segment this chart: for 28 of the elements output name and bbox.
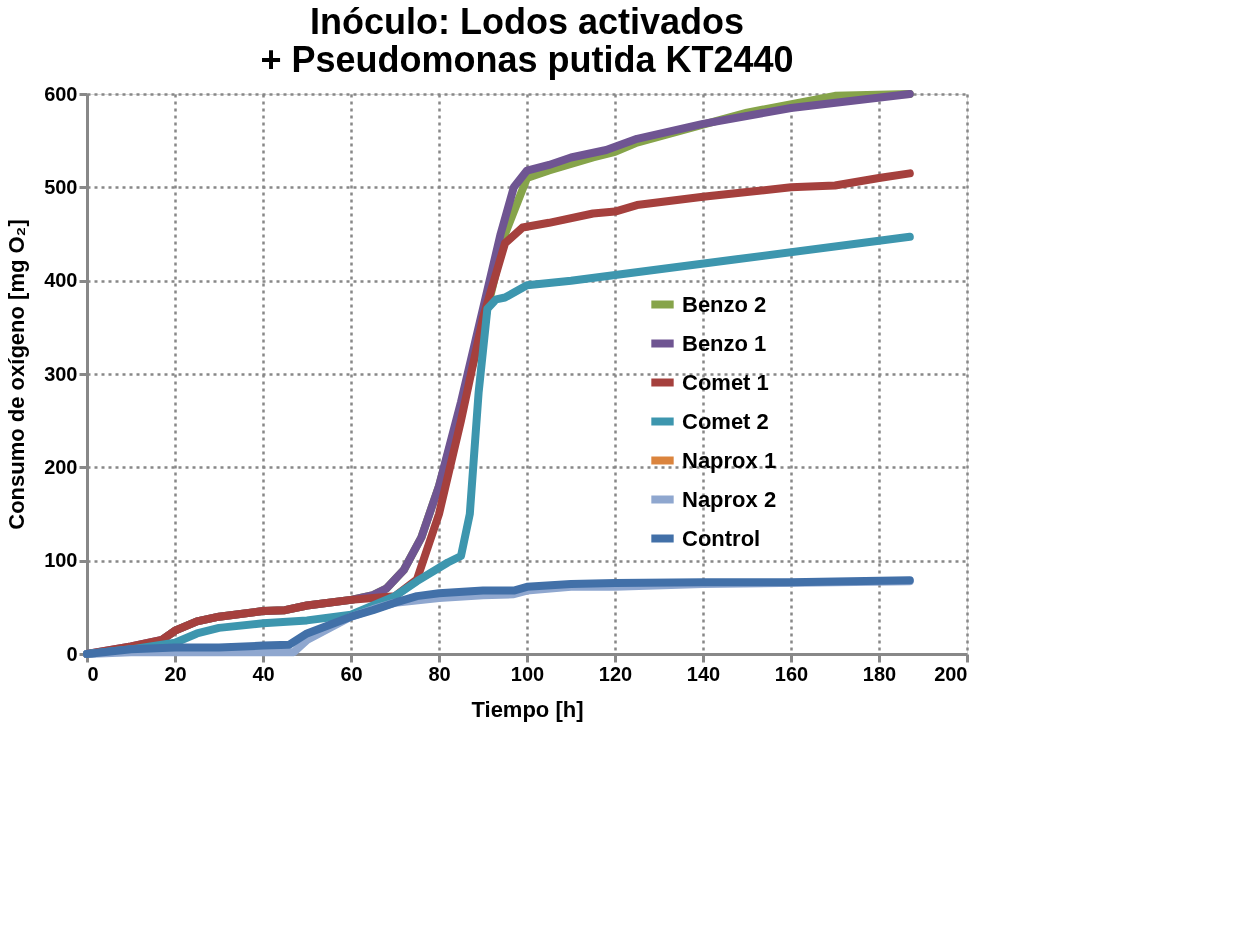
y-axis-title: Consumo de oxígeno [mg O₂] (4, 219, 30, 530)
x-tick-label: 160 (774, 662, 809, 685)
x-tick-label: 80 (428, 662, 451, 685)
legend-label: Naprox 2 (682, 486, 777, 512)
x-tick-label: 0 (87, 662, 99, 685)
y-tick-label: 600 (44, 82, 78, 105)
x-tick-label: 100 (510, 662, 545, 685)
y-tick-label: 100 (44, 549, 78, 572)
legend-label: Benzo 1 (682, 330, 767, 356)
x-tick-label: 200 (934, 662, 968, 685)
x-tick-label: 60 (340, 662, 363, 685)
legend-label: Control (682, 525, 761, 551)
chart-title: Inóculo: Lodos activados + Pseudomonas putida KT2440 (260, 1, 794, 80)
y-tick-label: 200 (44, 455, 78, 478)
y-tick-label: 400 (44, 269, 78, 292)
x-tick-label: 40 (252, 662, 275, 685)
y-tick-label: 300 (44, 362, 78, 385)
x-axis-title: Tiempo [h] (471, 696, 584, 722)
legend-label: Naprox 1 (682, 447, 777, 473)
y-tick-label: 500 (44, 175, 78, 198)
x-tick-label: 20 (164, 662, 187, 685)
x-tick-label: 140 (686, 662, 721, 685)
x-tick-label: 120 (598, 662, 633, 685)
legend-label: Comet 1 (682, 369, 769, 395)
x-tick-label: 180 (862, 662, 897, 685)
y-tick-label: 0 (66, 642, 78, 665)
legend-label: Benzo 2 (682, 291, 767, 317)
legend-label: Comet 2 (682, 408, 769, 434)
